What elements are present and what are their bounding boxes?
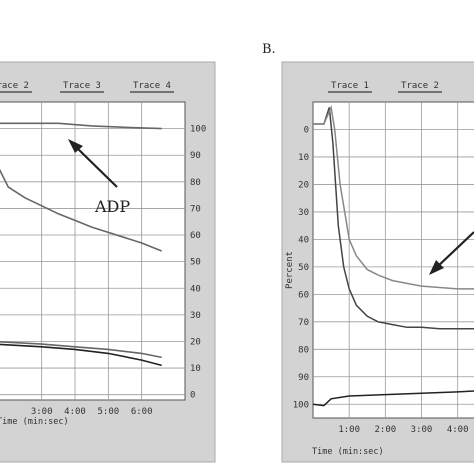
panel-b-y-tick-label: 60 xyxy=(298,290,309,300)
panel-a-right-tick-label: 20 xyxy=(190,337,201,347)
panel-a-legend-entry: Trace 2 xyxy=(0,81,29,91)
panel-b-x-axis-label: Time (min:sec) xyxy=(312,447,384,457)
panel-b-series-line-3 xyxy=(312,390,474,407)
panel-a-legend-entry: Trace 4 xyxy=(133,81,171,91)
panel-b-legend: Trace 1 Trace 2 xyxy=(328,81,442,93)
panel-b-annotation-arrowhead xyxy=(429,260,444,275)
panel-a-right-tick-label: 10 xyxy=(190,364,201,374)
panel-b-x-tick-label: 4:00 xyxy=(447,425,469,435)
panel-b-y-tick-label: 100 xyxy=(293,400,309,410)
panel-b-y-tick-label: 30 xyxy=(298,208,309,218)
panel-b-plot xyxy=(312,101,474,419)
panel-b-x-tick-label: 3:00 xyxy=(411,425,433,435)
panel-a-right-tick-label: 30 xyxy=(190,311,201,321)
panel-b-series-line-1 xyxy=(313,107,474,330)
panel-b-x-tick-label: 2:00 xyxy=(374,425,396,435)
panel-a-x-axis-label: Time (min:sec) xyxy=(0,417,69,427)
panel-b-y-tick-label: 50 xyxy=(298,263,309,273)
panel-a-right-tick-label: 40 xyxy=(190,284,201,294)
panel-a-annotation: ADP xyxy=(94,197,130,216)
panel-a-series xyxy=(0,122,162,367)
panel-a-legend-entry: Trace 3 xyxy=(63,81,101,91)
panel-a-x-tick-label: 5:00 xyxy=(97,407,119,417)
panel-b-y-tick-label: 70 xyxy=(298,318,309,328)
panel-b-ticks: 1:00 2:00 3:00 4:00 0 10 20 30 40 50 60 70 80 90 100 xyxy=(293,125,469,435)
panel-a-annotation-arrow-shaft xyxy=(75,146,118,188)
panel-a-annotation-arrowhead xyxy=(68,139,83,153)
panel-b-label: B. xyxy=(262,42,276,57)
panel-a-x-tick-label: 3:00 xyxy=(31,407,53,417)
panel-a-ticks: 3:00 4:00 5:00 6:00 0 10 20 30 40 50 60 70 80 90 100 xyxy=(31,125,206,417)
panel-b-series-line-2 xyxy=(313,104,474,290)
panel-b-y-tick-label: 0 xyxy=(304,125,309,135)
panel-b-y-tick-label: 40 xyxy=(298,235,309,245)
panel-a-right-tick-label: 80 xyxy=(190,178,201,188)
panel-a-series-line-3 xyxy=(0,340,162,359)
panel-a-series-line-4 xyxy=(0,343,162,367)
panel-a-x-tick-label: 4:00 xyxy=(64,407,86,417)
panel-b-y-tick-label: 20 xyxy=(298,180,309,190)
panel-a-x-tick-label: 6:00 xyxy=(131,407,153,417)
panel-b-y-axis-label: Percent xyxy=(285,251,295,289)
panel-a-series-line-1 xyxy=(0,122,162,130)
panel-a-right-tick-label: 50 xyxy=(190,258,201,268)
panel-a-plot xyxy=(0,101,186,401)
panel-a-right-tick-label: 100 xyxy=(190,125,206,135)
panel-b-y-tick-label: 10 xyxy=(298,153,309,163)
panel-a-right-tick-label: 60 xyxy=(190,231,201,241)
panel-a-series-line-2 xyxy=(0,168,162,252)
panel-b-legend-entry: Trace 1 xyxy=(331,81,369,91)
panel-b-y-tick-label: 80 xyxy=(298,345,309,355)
panel-b-grid xyxy=(313,102,474,418)
panel-b-series xyxy=(312,104,474,407)
panel-b-x-tick-label: 1:00 xyxy=(338,425,360,435)
panel-a-right-tick-label: 70 xyxy=(190,204,201,214)
panel-b-y-tick-label: 90 xyxy=(298,373,309,383)
panel-b-annotation-arrow-shaft xyxy=(435,231,474,269)
panel-b-legend-entry: Trace 2 xyxy=(401,81,439,91)
panel-a-legend: Trace 2 Trace 3 Trace 4 xyxy=(0,81,174,93)
panel-a-right-tick-label: 0 xyxy=(190,391,195,401)
panel-a-right-tick-label: 90 xyxy=(190,151,201,161)
